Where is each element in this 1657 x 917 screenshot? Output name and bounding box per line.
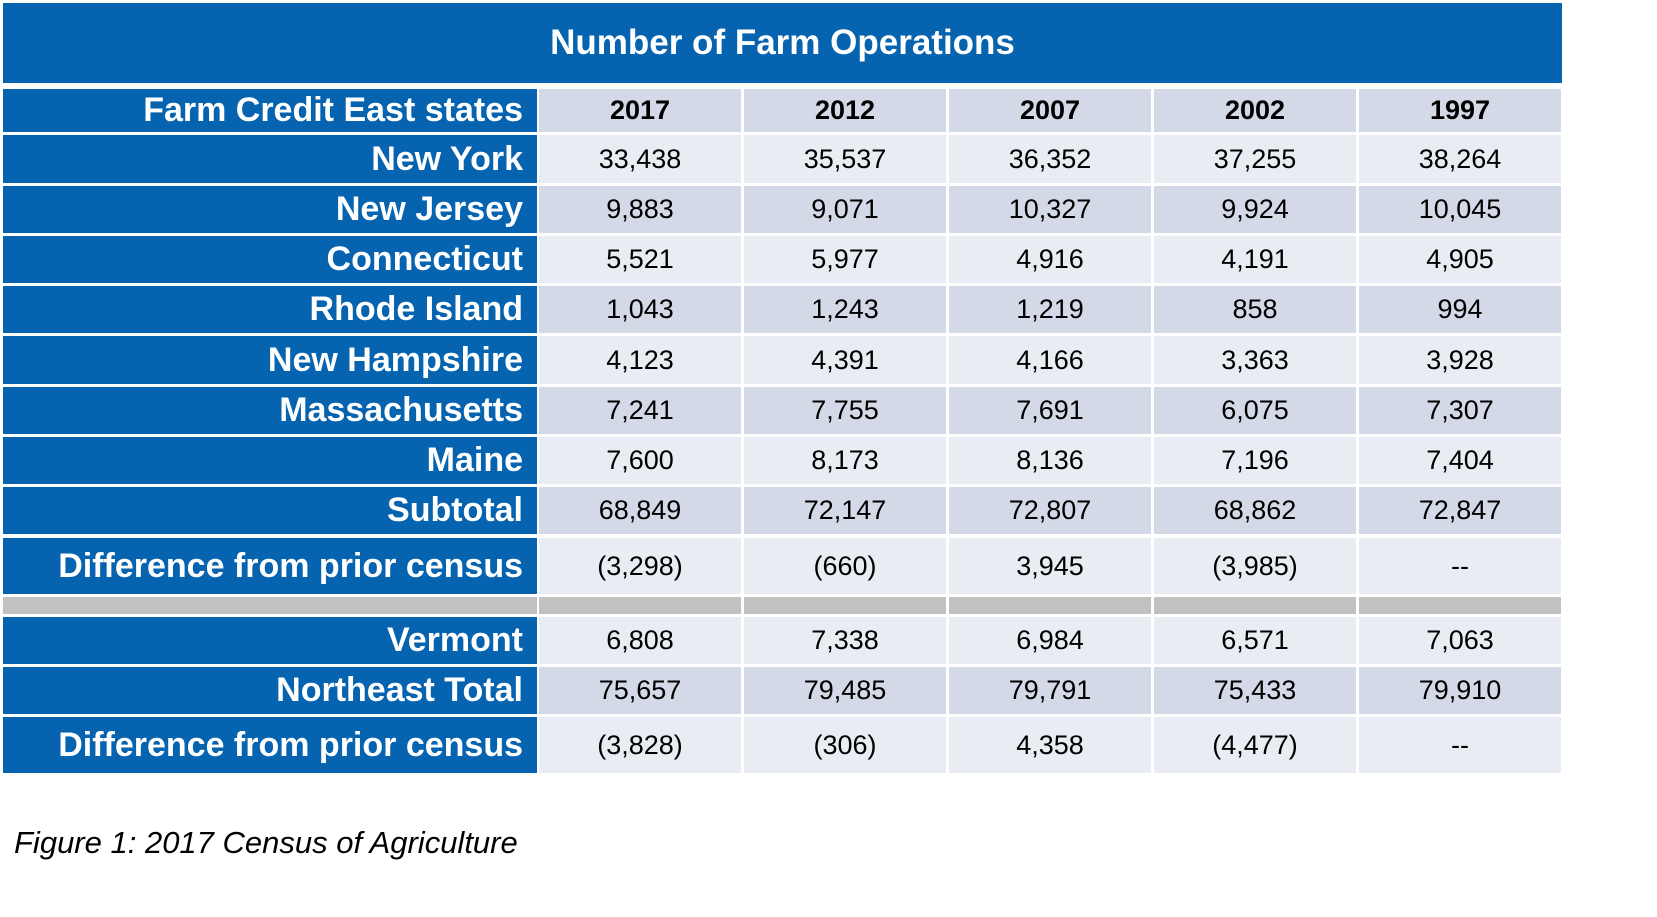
year-header: 1997: [1359, 89, 1561, 132]
table-cell: 35,537: [744, 135, 946, 183]
separator-band: [3, 597, 537, 614]
table-cell: (3,985): [1154, 538, 1356, 594]
table-cell: 4,905: [1359, 236, 1561, 283]
separator-band: [1359, 597, 1561, 614]
row-label: Subtotal: [3, 487, 537, 534]
table-cell: --: [1359, 538, 1561, 594]
table-cell: 79,485: [744, 667, 946, 714]
table-cell: 7,307: [1359, 387, 1561, 434]
table-cell: 8,173: [744, 437, 946, 484]
table-cell: 7,600: [539, 437, 741, 484]
row-label: Massachusetts: [3, 387, 537, 434]
row-label: Connecticut: [3, 236, 537, 283]
table-cell: 858: [1154, 286, 1356, 333]
figure-caption: Figure 1: 2017 Census of Agriculture: [14, 825, 518, 860]
row-label: New Hampshire: [3, 336, 537, 384]
table-cell: 4,166: [949, 336, 1151, 384]
table-cell: 7,338: [744, 617, 946, 664]
table-cell: 33,438: [539, 135, 741, 183]
table-cell: 10,327: [949, 186, 1151, 233]
table-cell: 5,977: [744, 236, 946, 283]
table-title: Number of Farm Operations: [3, 3, 1562, 83]
table-cell: 79,791: [949, 667, 1151, 714]
table-cell: 4,191: [1154, 236, 1356, 283]
table-cell: 6,075: [1154, 387, 1356, 434]
table-cell: 7,241: [539, 387, 741, 434]
table-cell: 72,147: [744, 487, 946, 534]
table-cell: 68,849: [539, 487, 741, 534]
row-label: New York: [3, 135, 537, 183]
table-cell: 3,928: [1359, 336, 1561, 384]
year-header: 2002: [1154, 89, 1356, 132]
table-cell: 4,123: [539, 336, 741, 384]
header-label: Farm Credit East states: [3, 89, 537, 132]
row-label: Difference from prior census: [3, 538, 537, 594]
table-cell: 9,924: [1154, 186, 1356, 233]
table-cell: 1,043: [539, 286, 741, 333]
table-cell: 37,255: [1154, 135, 1356, 183]
table-cell: 9,071: [744, 186, 946, 233]
table-cell: (3,298): [539, 538, 741, 594]
table-cell: 68,862: [1154, 487, 1356, 534]
table-cell: 6,984: [949, 617, 1151, 664]
table-cell: 4,916: [949, 236, 1151, 283]
table-cell: 10,045: [1359, 186, 1561, 233]
table-cell: 38,264: [1359, 135, 1561, 183]
table-cell: (4,477): [1154, 717, 1356, 773]
table-cell: 7,755: [744, 387, 946, 434]
table-cell: 4,391: [744, 336, 946, 384]
table-cell: 1,243: [744, 286, 946, 333]
separator-band: [744, 597, 946, 614]
table-cell: (3,828): [539, 717, 741, 773]
table-cell: 5,521: [539, 236, 741, 283]
table-cell: 4,358: [949, 717, 1151, 773]
year-header: 2012: [744, 89, 946, 132]
table-cell: 994: [1359, 286, 1561, 333]
table-cell: 7,404: [1359, 437, 1561, 484]
table-cell: 7,063: [1359, 617, 1561, 664]
table-cell: 6,808: [539, 617, 741, 664]
table-cell: 7,196: [1154, 437, 1356, 484]
table-cell: 3,363: [1154, 336, 1356, 384]
table-cell: 7,691: [949, 387, 1151, 434]
table-cell: 72,807: [949, 487, 1151, 534]
table-cell: (660): [744, 538, 946, 594]
row-label: Maine: [3, 437, 537, 484]
table-cell: 75,657: [539, 667, 741, 714]
row-label: Difference from prior census: [3, 717, 537, 773]
table-cell: 1,219: [949, 286, 1151, 333]
table-cell: 72,847: [1359, 487, 1561, 534]
table-cell: 8,136: [949, 437, 1151, 484]
separator-band: [949, 597, 1151, 614]
table-cell: (306): [744, 717, 946, 773]
table-cell: 6,571: [1154, 617, 1356, 664]
row-label: Northeast Total: [3, 667, 537, 714]
table-cell: 75,433: [1154, 667, 1356, 714]
row-label: Vermont: [3, 617, 537, 664]
year-header: 2007: [949, 89, 1151, 132]
separator-band: [539, 597, 741, 614]
row-label: Rhode Island: [3, 286, 537, 333]
table-cell: 9,883: [539, 186, 741, 233]
table-cell: 79,910: [1359, 667, 1561, 714]
row-label: New Jersey: [3, 186, 537, 233]
year-header: 2017: [539, 89, 741, 132]
table-cell: 36,352: [949, 135, 1151, 183]
table-cell: --: [1359, 717, 1561, 773]
separator-band: [1154, 597, 1356, 614]
table-cell: 3,945: [949, 538, 1151, 594]
